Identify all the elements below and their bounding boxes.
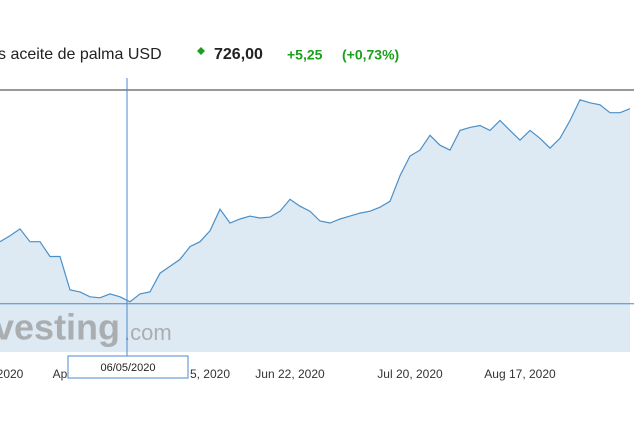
tooltip-box <box>67 355 189 379</box>
area-fill <box>0 99 630 352</box>
chart-title: s aceite de palma USD <box>0 46 162 63</box>
price-line <box>0 99 631 303</box>
watermark-brand: vesting <box>0 307 120 348</box>
up-icon <box>197 47 205 55</box>
watermark-domain: .com <box>124 320 172 345</box>
x-tick-label: 5, 2020 <box>190 367 230 381</box>
x-tick-label: 2020 <box>0 367 24 381</box>
x-tick-label: Aug 17, 2020 <box>484 367 556 381</box>
change: +5,25 <box>287 47 323 63</box>
price: 726,00 <box>214 46 263 63</box>
x-tick-label: Jun 22, 2020 <box>255 367 325 381</box>
tooltip-date: 06/05/2020 <box>100 362 155 374</box>
plot: vesting .com <box>0 99 631 352</box>
change-percent: (+0,73%) <box>342 47 399 63</box>
x-tick-label: Jul 20, 2020 <box>377 367 443 381</box>
x-tick-label: Ap <box>53 367 68 381</box>
